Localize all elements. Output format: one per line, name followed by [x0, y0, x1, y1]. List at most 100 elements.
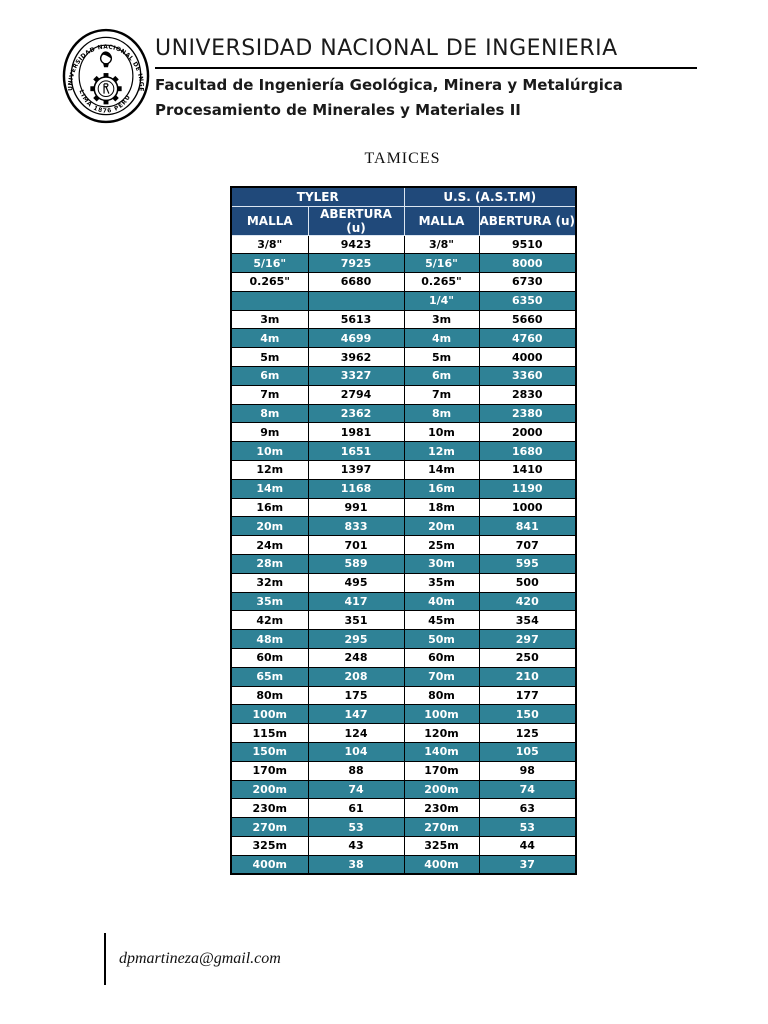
table-cell: 270m	[403, 817, 480, 837]
table-cell: 5660	[478, 309, 577, 330]
table-cell: 16m	[230, 497, 309, 518]
table-cell: 100m	[403, 704, 480, 725]
table-cell: 2000	[478, 422, 577, 443]
table-row: 3/8" 9423 3/8" 9510	[230, 234, 577, 255]
table-row: 48m 295 50m 297	[230, 629, 577, 650]
table-cell: 10m	[403, 422, 480, 443]
table-cell: 2830	[478, 384, 577, 405]
group-header-tyler: TYLER	[230, 186, 405, 207]
table-cell: 60m	[403, 648, 480, 668]
table-cell: 3/8"	[230, 234, 309, 255]
table-cell: 10m	[230, 441, 309, 462]
table-cell: 50m	[403, 629, 480, 650]
table-cell: 150	[478, 704, 577, 725]
table-cell: 400m	[403, 854, 480, 875]
table-cell: 80m	[230, 685, 309, 706]
table-cell: 6m	[230, 366, 309, 386]
table-row: 32m 495 35m 500	[230, 572, 577, 593]
table-column-header-row: MALLA ABERTURA (u) MALLA ABERTURA (u)	[230, 205, 577, 236]
table-row: 10m 1651 12m 1680	[230, 441, 577, 462]
table-row: 5m 3962 5m 4000	[230, 347, 577, 368]
table-row: 1/4" 6350	[230, 290, 577, 311]
table-cell: 24m	[230, 535, 309, 556]
table-cell: 104	[307, 742, 405, 762]
table-cell: 230m	[230, 798, 309, 819]
table-cell: 120m	[403, 723, 480, 744]
table-group-header-row: TYLER U.S. (A.S.T.M)	[230, 186, 577, 207]
page-title: TAMICES	[364, 150, 441, 167]
table-cell: 100m	[230, 704, 309, 725]
table-cell: 4699	[307, 328, 405, 349]
table-cell: 1397	[307, 460, 405, 480]
table-cell: 589	[307, 554, 405, 574]
table-cell: 147	[307, 704, 405, 725]
table-cell: 325m	[230, 836, 309, 856]
table-cell: 4760	[478, 328, 577, 349]
table-cell: 105	[478, 742, 577, 762]
table-cell: 63	[478, 798, 577, 819]
table-row: 9m 1981 10m 2000	[230, 422, 577, 443]
table-cell: 7m	[403, 384, 480, 405]
table-cell: 9423	[307, 234, 405, 255]
sieve-table-head: TYLER U.S. (A.S.T.M) MALLA ABERTURA (u) …	[230, 186, 577, 236]
table-cell: 1000	[478, 497, 577, 518]
sieve-table-body: 3/8" 9423 3/8" 9510 5/16" 7925 5/16" 8000 0.265"…	[230, 234, 577, 875]
table-cell: 400m	[230, 854, 309, 875]
table-cell: 2380	[478, 403, 577, 424]
footer-email: dpmartineza@gmail.com	[119, 950, 281, 967]
table-cell: 7925	[307, 253, 405, 274]
table-cell: 1410	[478, 460, 577, 480]
table-cell: 8000	[478, 253, 577, 274]
table-cell: 38	[307, 854, 405, 875]
table-cell: 6680	[307, 272, 405, 292]
table-cell: 3m	[403, 309, 480, 330]
table-cell: 28m	[230, 554, 309, 574]
table-cell: 500	[478, 572, 577, 593]
table-cell: 707	[478, 535, 577, 556]
university-name: UNIVERSIDAD NACIONAL DE INGENIERIA	[155, 36, 697, 69]
table-cell: 2362	[307, 403, 405, 424]
table-cell: 6730	[478, 272, 577, 292]
table-row: 28m 589 30m 595	[230, 554, 577, 574]
logo-gear-icon	[90, 73, 122, 105]
table-cell: 1190	[478, 478, 577, 499]
table-cell: 43	[307, 836, 405, 856]
table-cell: 140m	[403, 742, 480, 762]
table-cell: 5m	[403, 347, 480, 368]
table-cell: 9m	[230, 422, 309, 443]
table-cell: 32m	[230, 572, 309, 593]
table-cell: 8m	[403, 403, 480, 424]
table-cell: 18m	[403, 497, 480, 518]
table-cell: 9510	[478, 234, 577, 255]
column-header-malla-astm: MALLA	[403, 205, 480, 236]
table-cell: 74	[478, 779, 577, 800]
table-cell: 0.265"	[230, 272, 309, 292]
table-cell: 98	[478, 760, 577, 781]
table-row: 8m 2362 8m 2380	[230, 403, 577, 424]
logo-head-figure	[99, 51, 113, 68]
table-row: 65m 208 70m 210	[230, 666, 577, 687]
table-cell	[230, 290, 309, 311]
table-cell: 30m	[403, 554, 480, 574]
table-cell: 12m	[403, 441, 480, 462]
table-row: 35m 417 40m 420	[230, 591, 577, 612]
table-cell: 35m	[403, 572, 480, 593]
table-cell: 60m	[230, 648, 309, 668]
table-cell: 841	[478, 516, 577, 537]
table-cell: 297	[478, 629, 577, 650]
table-cell: 170m	[403, 760, 480, 781]
table-row: 80m 175 80m 177	[230, 685, 577, 706]
course-name: Procesamiento de Minerales y Materiales …	[155, 101, 521, 119]
table-cell: 5613	[307, 309, 405, 330]
table-cell: 1680	[478, 441, 577, 462]
table-cell: 5m	[230, 347, 309, 368]
table-row: 14m 1168 16m 1190	[230, 478, 577, 499]
table-cell: 48m	[230, 629, 309, 650]
table-row: 115m 124 120m 125	[230, 723, 577, 744]
table-cell: 250	[478, 648, 577, 668]
table-cell: 991	[307, 497, 405, 518]
table-cell: 8m	[230, 403, 309, 424]
table-cell: 70m	[403, 666, 480, 687]
table-cell: 65m	[230, 666, 309, 687]
table-cell: 12m	[230, 460, 309, 480]
